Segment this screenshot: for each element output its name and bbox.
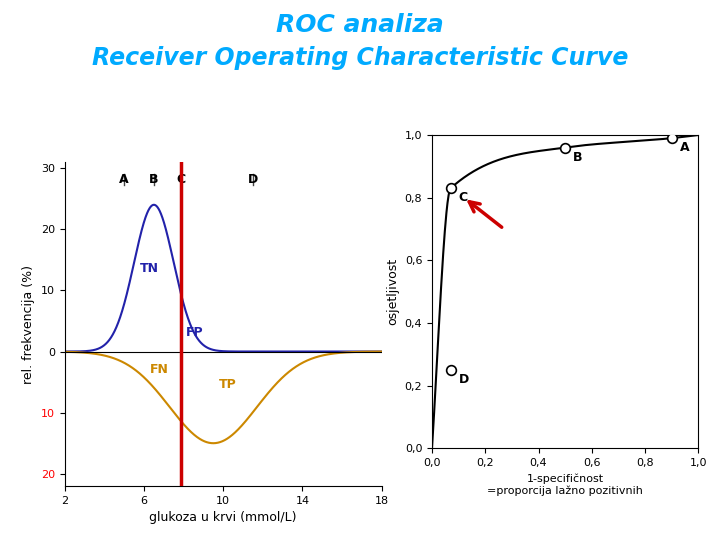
X-axis label: 1-specifičnost
=proporcija lažno pozitivnih: 1-specifičnost =proporcija lažno pozitiv… [487, 474, 643, 496]
Text: B: B [573, 151, 582, 164]
Text: Receiver Operating Characteristic Curve: Receiver Operating Characteristic Curve [92, 46, 628, 70]
Text: C: C [459, 191, 468, 204]
Text: B: B [149, 173, 158, 186]
Text: FP: FP [186, 326, 203, 339]
Text: TP: TP [220, 378, 237, 391]
Text: A: A [120, 173, 129, 186]
Text: A: A [680, 141, 689, 154]
X-axis label: glukoza u krvi (mmol/L): glukoza u krvi (mmol/L) [150, 511, 297, 524]
Y-axis label: osjetljivost: osjetljivost [386, 258, 399, 325]
Text: D: D [459, 373, 469, 386]
Y-axis label: rel. frekvencija (%): rel. frekvencija (%) [22, 265, 35, 383]
Text: D: D [248, 173, 258, 186]
Text: TN: TN [140, 262, 159, 275]
Text: ROC analiza: ROC analiza [276, 14, 444, 37]
Text: FN: FN [150, 363, 168, 376]
Text: C: C [176, 173, 185, 186]
